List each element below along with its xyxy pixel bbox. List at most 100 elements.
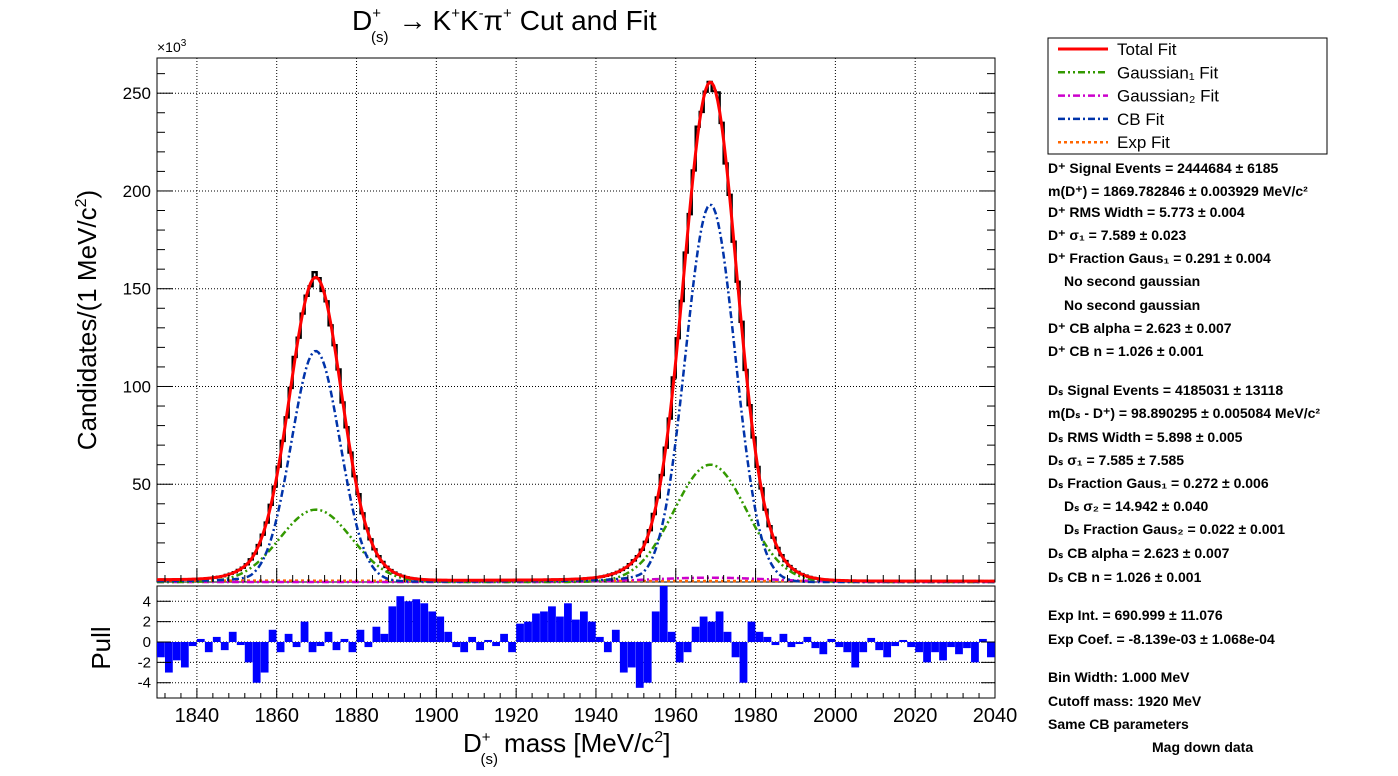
pull-bar [859,642,868,653]
pull-bar [508,642,516,653]
pull-bar [939,642,947,661]
pull-bar [635,642,644,688]
pull-bar [340,638,349,642]
y-tick-label: 200 [123,182,151,201]
param-ds-rms: Dₛ RMS Width = 5.898 ± 0.005 [1048,429,1243,445]
param-dplus-rms: D⁺ RMS Width = 5.773 ± 0.004 [1048,204,1245,220]
data-histogram [157,80,995,583]
param-exp-int: Exp Int. = 690.999 ± 11.076 [1048,607,1223,623]
pull-bar [867,637,876,642]
pull-bar [204,642,213,653]
x-tick-label: 1900 [414,705,459,727]
pull-bar [643,642,652,683]
y-tick-label: 150 [123,280,151,299]
param-dplus-sigma1: D⁺ σ₁ = 7.589 ± 0.023 [1048,227,1187,243]
pull-bar [452,642,461,648]
pull-bar [284,633,293,642]
pull-bar [412,599,421,642]
pull-bar [731,642,740,658]
pull-bar [603,642,612,653]
pull-bar [468,636,477,642]
pull-bar [915,642,923,653]
pull-bar [268,629,277,642]
pull-bar [276,642,285,653]
pull-bar [843,642,852,653]
pull-y-tick-label: -4 [138,675,151,692]
main-grid [157,58,995,582]
pull-bar [667,631,676,642]
x-tick-label: 1880 [334,705,379,727]
pull-bar [763,636,772,642]
param-ds-mass-diff: m(Dₛ - D⁺) = 98.890295 ± 0.005084 MeV/c² [1048,405,1321,421]
pull-bar [699,616,708,642]
pull-bar [500,633,508,642]
total-fit-curve [156,80,995,583]
pull-bar [220,642,229,651]
x-tick-label: 2000 [813,705,858,727]
pull-bar [532,613,540,642]
param-ds-cb-alpha: Dₛ CB alpha = 2.623 ± 0.007 [1048,545,1230,561]
pull-bar [372,626,381,642]
pull-bar [157,642,165,658]
pull-bar [787,642,796,648]
pull-bar [827,638,836,642]
pull-bar [675,642,684,663]
pull-bar [683,642,692,653]
param-dplus-signal: D⁺ Signal Events = 2444684 ± 6185 [1048,160,1279,176]
pull-bar [771,642,780,646]
pull-y-tick-label: 4 [143,593,151,610]
pull-y-tick-label: 2 [143,614,151,631]
param-cutoff: Cutoff mass: 1920 MeV [1048,693,1202,709]
pull-bar [356,629,365,642]
pull-bar [747,621,756,642]
pull-bar [923,642,931,663]
pull-bar [611,629,620,642]
pull-bar [236,642,245,646]
pull-bar [476,642,485,651]
main-y-ticks [157,73,995,563]
pull-bar [627,642,636,668]
pull-bar [492,642,500,647]
x-axis-label: D+ (s)mass [MeV/c2] [463,728,670,768]
pull-y-tick-label: -2 [138,654,151,671]
pull-bar [348,642,357,653]
pull-bar [659,586,668,642]
main-plot-frame [156,57,996,583]
pull-bar [164,642,173,673]
fit-curves [156,80,995,584]
pull-bar [891,642,900,647]
param-no-second-1: No second gaussian [1064,273,1201,289]
pull-bar [875,642,884,651]
pull-bar [955,642,963,655]
pull-bar [172,642,181,661]
pull-bar [564,603,572,642]
pull-bar [779,633,788,642]
y-axis-label: Candidates/(1 MeV/c2) [72,190,102,450]
y-tick-label: 250 [123,84,151,103]
pull-bar [524,621,532,642]
pull-bar [484,639,492,642]
param-ds-frac2: Dₛ Fraction Gaus₂ = 0.022 ± 0.001 [1064,521,1286,537]
param-ds-cb-n: Dₛ CB n = 1.026 ± 0.001 [1048,569,1202,585]
x-ticks [164,568,996,698]
y-tick-label: 100 [123,377,151,396]
pull-bar [811,642,820,649]
pull-bar [300,621,309,642]
legend-label: Total Fit [1117,40,1177,59]
x-tick-label: 2020 [893,705,938,727]
pull-bar [931,642,939,653]
param-bin-width: Bin Width: 1.000 MeV [1048,669,1190,685]
pull-bar [420,603,429,642]
main-y-tick-labels: 50 100 150 200 250 [123,84,151,494]
pull-bar [548,606,556,642]
pull-bar [795,642,804,645]
param-exp-coef: Exp Coef. = -8.139e-03 ± 1.068e-04 [1048,631,1275,647]
pull-bar [380,633,389,642]
param-ds-signal: Dₛ Signal Events = 4185031 ± 13118 [1048,382,1284,398]
pull-y-ticks [157,600,995,684]
gaussian2-fit-curve [157,576,995,584]
pull-bar [324,631,333,642]
param-dplus-frac1: D⁺ Fraction Gaus₁ = 0.291 ± 0.004 [1048,250,1271,266]
pull-bar [556,616,564,642]
